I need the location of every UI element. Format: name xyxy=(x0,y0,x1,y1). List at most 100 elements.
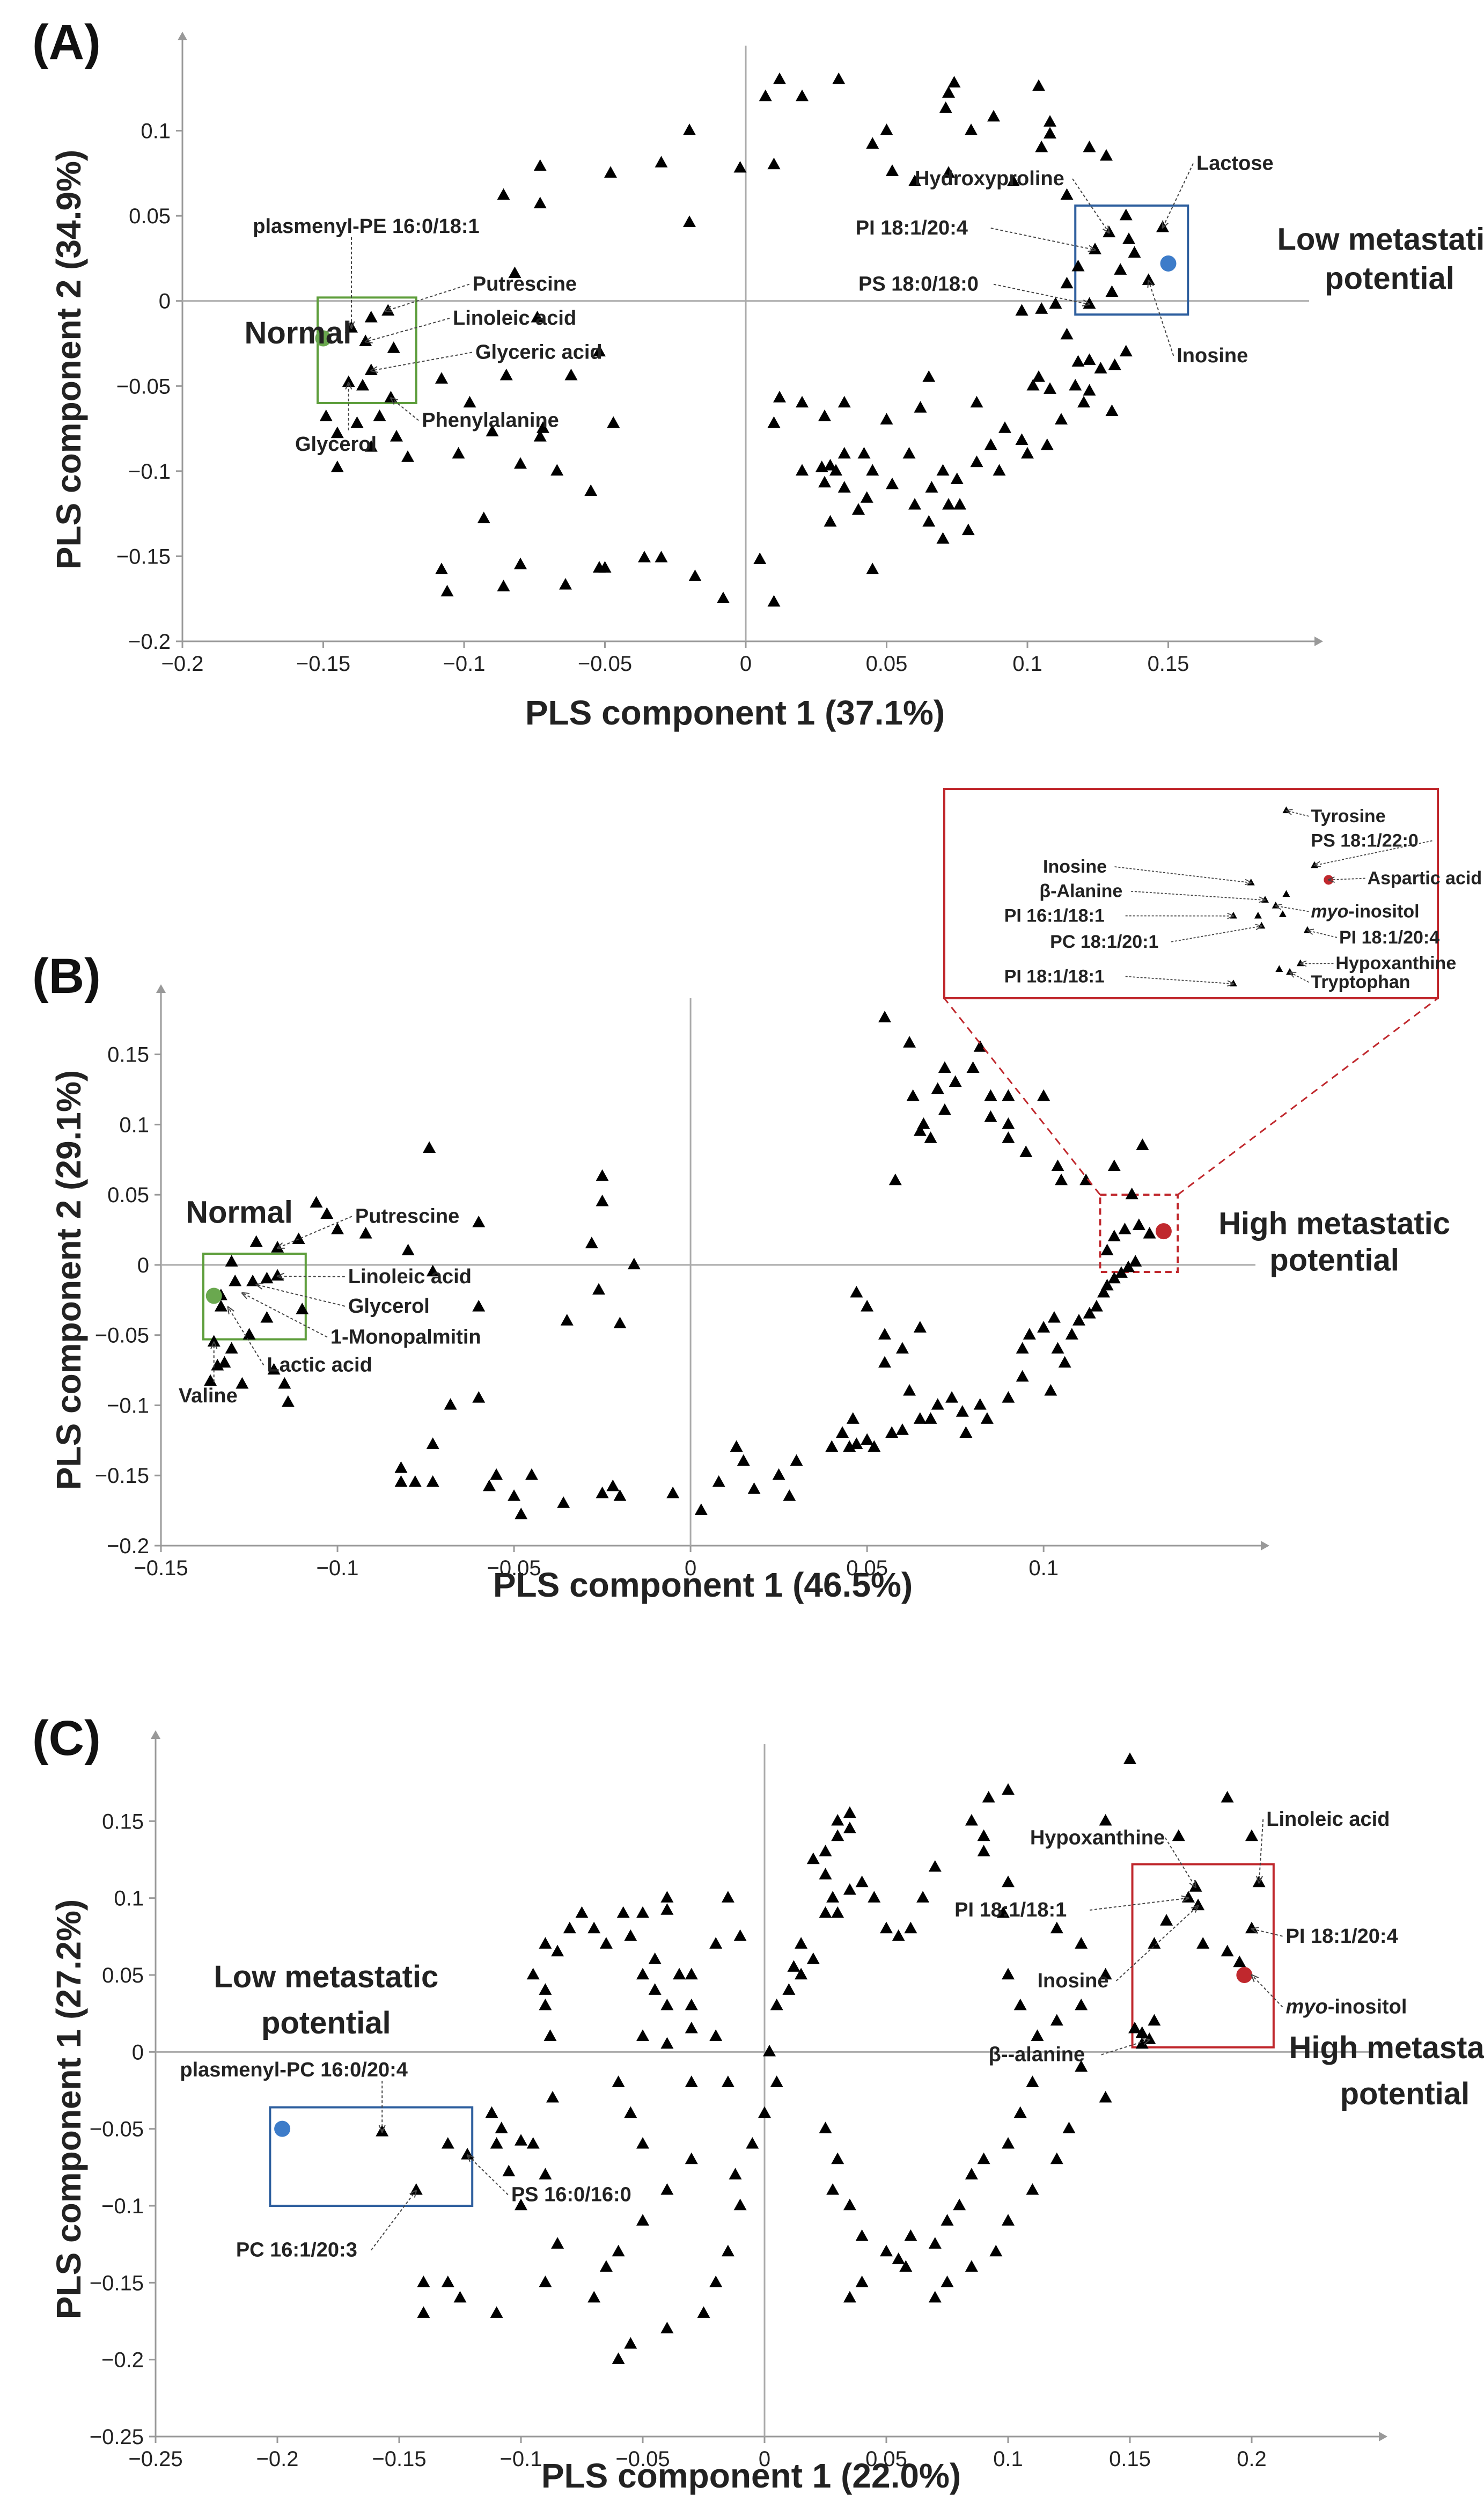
annotation-a: PS 18:0/18:0 xyxy=(858,273,979,296)
data-point-a xyxy=(486,425,499,437)
data-point-a xyxy=(319,409,333,421)
data-point-a xyxy=(537,421,549,433)
data-point-a xyxy=(1055,413,1068,425)
data-point-a xyxy=(886,477,899,489)
data-point-a xyxy=(531,311,544,323)
data-point-b xyxy=(1016,1370,1029,1382)
annotation-a: Inosine xyxy=(1177,345,1248,367)
data-point-a xyxy=(1119,208,1133,221)
data-point-a xyxy=(1083,384,1096,396)
data-point-b xyxy=(938,1103,951,1115)
data-point-a xyxy=(936,532,950,544)
panel-c: (C) PLS component 1 (22.0%) PLS componen… xyxy=(32,1711,1484,2495)
data-point-c xyxy=(1245,1921,1258,1934)
data-point-c xyxy=(495,2122,508,2133)
data-point-b xyxy=(320,1207,334,1219)
data-point-c xyxy=(1160,1914,1173,1926)
data-point-b xyxy=(472,1299,486,1312)
data-point-a xyxy=(936,464,950,476)
data-point-c xyxy=(1196,1937,1210,1949)
data-point-c xyxy=(709,2029,723,2041)
annotation-b: Valine xyxy=(179,1385,238,1407)
data-point-b xyxy=(1002,1089,1015,1101)
annotation-b: 1-Monopalmitin xyxy=(330,1326,481,1348)
data-point-b xyxy=(292,1232,305,1245)
x-axis-title-b: PLS component 1 (46.5%) xyxy=(493,1566,913,1604)
data-point-b xyxy=(1051,1159,1064,1172)
data-point-c xyxy=(709,2275,723,2287)
data-point-a xyxy=(533,159,547,171)
data-point-b xyxy=(394,1461,408,1473)
data-point-b xyxy=(931,1398,944,1410)
group-label-c: potential xyxy=(1340,2076,1470,2111)
y-tick-label-c: −0.1 xyxy=(101,2195,144,2218)
inset-annotation-arrow-b xyxy=(1307,931,1338,938)
x-tick-label-c: 0.05 xyxy=(865,2447,907,2471)
y-tick-label-b: −0.1 xyxy=(107,1394,149,1417)
data-point-c xyxy=(1050,1921,1063,1934)
inset-annotation-arrow-b xyxy=(1314,840,1432,866)
data-point-c xyxy=(996,1906,1010,1918)
data-point-c xyxy=(819,1868,832,1879)
annotation-a: Phenylalanine xyxy=(422,409,559,431)
data-point-c xyxy=(685,2075,698,2087)
annotation-arrow-b xyxy=(277,1276,345,1277)
data-point-c xyxy=(1013,2106,1027,2118)
data-point-c xyxy=(795,1937,808,1949)
data-point-b xyxy=(207,1335,221,1347)
data-point-c xyxy=(806,1852,820,1864)
data-point-c xyxy=(729,2168,742,2179)
data-point-b xyxy=(913,1412,927,1424)
high-group-box-c xyxy=(1131,1863,1275,2049)
data-point-a xyxy=(1119,345,1133,357)
data-point-c xyxy=(697,2306,710,2318)
data-point-c xyxy=(539,2275,552,2287)
data-point-a xyxy=(857,447,871,459)
data-point-c xyxy=(612,2352,625,2364)
data-point-b xyxy=(1037,1321,1050,1333)
y-axis-title-b: PLS component 2 (29.1%) xyxy=(49,1070,88,1490)
data-point-a xyxy=(655,156,668,168)
data-point-c xyxy=(892,2252,905,2264)
data-point-b xyxy=(214,1299,227,1312)
x-tick-label-a: −0.2 xyxy=(161,652,204,676)
x-tick-label-a: 0.05 xyxy=(866,652,908,676)
data-point-a xyxy=(1103,225,1116,238)
data-point-a xyxy=(914,401,927,413)
annotation-a: Lactose xyxy=(1196,152,1274,175)
data-point-b xyxy=(236,1377,249,1389)
data-point-c xyxy=(819,1845,832,1856)
data-point-b xyxy=(229,1274,242,1286)
panel-b: (B) PLS component 1 (46.5%) PLS componen… xyxy=(32,788,1482,1604)
data-point-b xyxy=(878,1328,892,1340)
data-point-c xyxy=(899,2260,913,2272)
data-point-c xyxy=(539,2168,552,2179)
data-point-a xyxy=(866,562,879,575)
data-point-c xyxy=(1245,1829,1258,1841)
data-point-b xyxy=(401,1243,415,1255)
data-point-b xyxy=(1132,1218,1145,1230)
annotation-arrow-c xyxy=(1165,1837,1196,1887)
annotation-a: Linoleic acid xyxy=(453,307,576,330)
data-point-c xyxy=(855,2275,869,2287)
data-point-a xyxy=(381,304,395,316)
data-point-c xyxy=(1075,1998,1088,2010)
data-point-c xyxy=(965,1813,978,1826)
data-point-c xyxy=(551,2237,564,2249)
annotation-arrow-c xyxy=(1101,2039,1150,2056)
y-tick-label-a: −0.1 xyxy=(128,460,171,484)
data-point-a xyxy=(1032,79,1045,91)
annotation-arrow-a xyxy=(371,352,473,371)
data-point-a xyxy=(330,460,344,472)
data-point-b xyxy=(1100,1243,1114,1255)
data-point-c xyxy=(453,2291,467,2303)
data-point-a xyxy=(824,515,837,527)
data-point-b xyxy=(861,1433,874,1445)
data-point-c xyxy=(1099,1967,1112,1980)
data-point-c xyxy=(977,1829,990,1841)
annotation-arrow-b xyxy=(242,1293,328,1338)
data-point-b xyxy=(903,1036,916,1048)
x-tick-label-c: 0.1 xyxy=(993,2447,1023,2471)
data-point-b xyxy=(868,1440,881,1452)
